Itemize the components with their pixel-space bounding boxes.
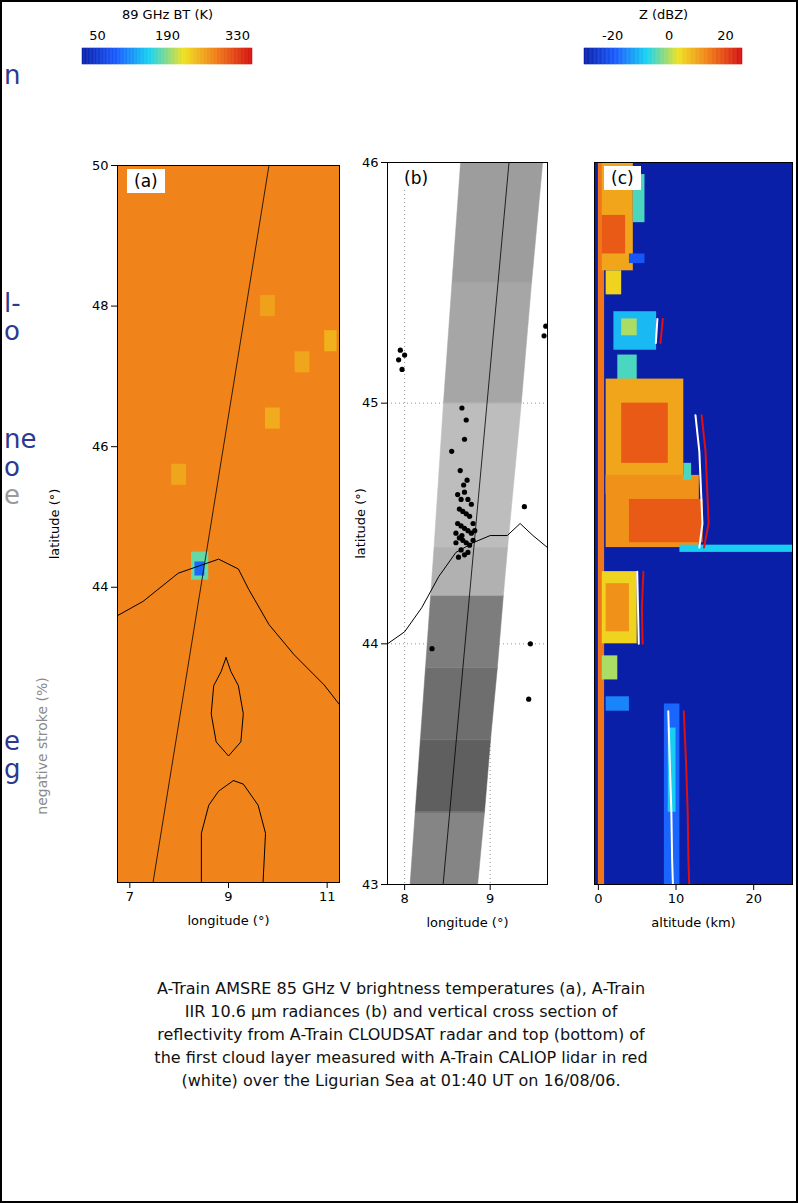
html-text:(c): (c) [611, 168, 634, 188]
svg-text:44: 44 [362, 636, 379, 651]
svg-text:0: 0 [594, 891, 602, 906]
svg-text:9: 9 [486, 891, 494, 906]
svg-text:Z (dBZ): Z (dBZ) [639, 7, 688, 22]
svg-text:10: 10 [668, 891, 685, 906]
svg-text:43: 43 [362, 877, 379, 892]
svg-text:longitude (°): longitude (°) [187, 913, 269, 928]
svg-text:longitude (°): longitude (°) [426, 915, 508, 930]
svg-text:20: 20 [717, 28, 734, 43]
svg-text:0: 0 [665, 28, 673, 43]
svg-text:50: 50 [89, 28, 106, 43]
svg-text:latitude (°): latitude (°) [353, 488, 368, 559]
html-text:ne: ne [4, 424, 37, 454]
html-text:o: o [4, 452, 20, 482]
svg-text:altitude (km): altitude (km) [651, 915, 735, 930]
svg-text:7: 7 [126, 889, 134, 904]
html-text:o: o [4, 316, 20, 346]
svg-text:46: 46 [362, 155, 379, 170]
svg-text:20: 20 [745, 891, 762, 906]
svg-text:46: 46 [92, 439, 109, 454]
svg-text:latitude (°): latitude (°) [47, 489, 62, 560]
svg-text:190: 190 [155, 28, 180, 43]
html-text:(b): (b) [404, 168, 429, 188]
svg-text:44: 44 [92, 579, 109, 594]
html-text:A-Train AMSRE 85 GHz V brightn: A-Train AMSRE 85 GHz V brightness temper… [154, 979, 648, 1090]
svg-text:-20: -20 [602, 28, 623, 43]
svg-text:11: 11 [319, 889, 336, 904]
svg-text:48: 48 [92, 298, 109, 313]
html-text:n: n [4, 60, 21, 90]
html-text:g: g [4, 754, 21, 784]
html-text:l-: l- [4, 288, 21, 318]
svg-text:45: 45 [362, 395, 379, 410]
html-text:negative stroke (%): negative stroke (%) [34, 677, 50, 815]
svg-text:89 GHz BT (K): 89 GHz BT (K) [122, 7, 213, 22]
html-text:e: e [4, 726, 20, 756]
html-text:(a): (a) [134, 171, 158, 191]
svg-text:330: 330 [225, 28, 250, 43]
svg-text:8: 8 [400, 891, 408, 906]
svg-text:9: 9 [224, 889, 232, 904]
svg-text:50: 50 [92, 158, 109, 173]
html-text:e: e [4, 480, 20, 510]
